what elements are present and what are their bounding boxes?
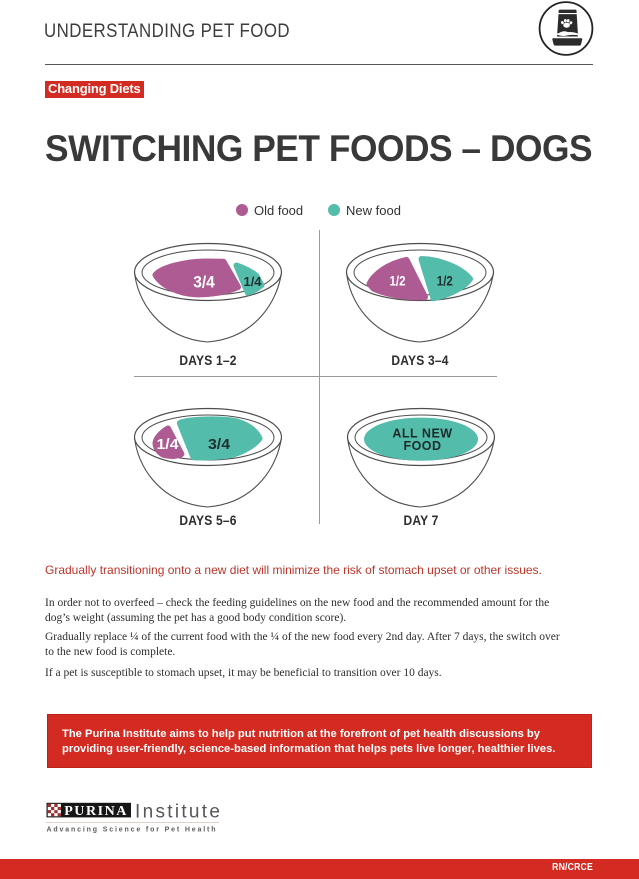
svg-text:1/2: 1/2 bbox=[390, 273, 406, 289]
svg-text:Advancing Science for Pet Heal: Advancing Science for Pet Health bbox=[47, 826, 218, 833]
svg-text:3/4: 3/4 bbox=[193, 274, 215, 292]
svg-text:PURINA: PURINA bbox=[64, 804, 128, 819]
svg-text:ALL NEW: ALL NEW bbox=[392, 427, 452, 441]
svg-text:1/4: 1/4 bbox=[157, 436, 180, 453]
svg-text:Institute: Institute bbox=[135, 802, 222, 823]
svg-text:1/4: 1/4 bbox=[244, 274, 263, 289]
svg-text:3/4: 3/4 bbox=[208, 436, 231, 453]
svg-text:FOOD: FOOD bbox=[403, 439, 441, 453]
svg-text:1/2: 1/2 bbox=[437, 273, 453, 289]
